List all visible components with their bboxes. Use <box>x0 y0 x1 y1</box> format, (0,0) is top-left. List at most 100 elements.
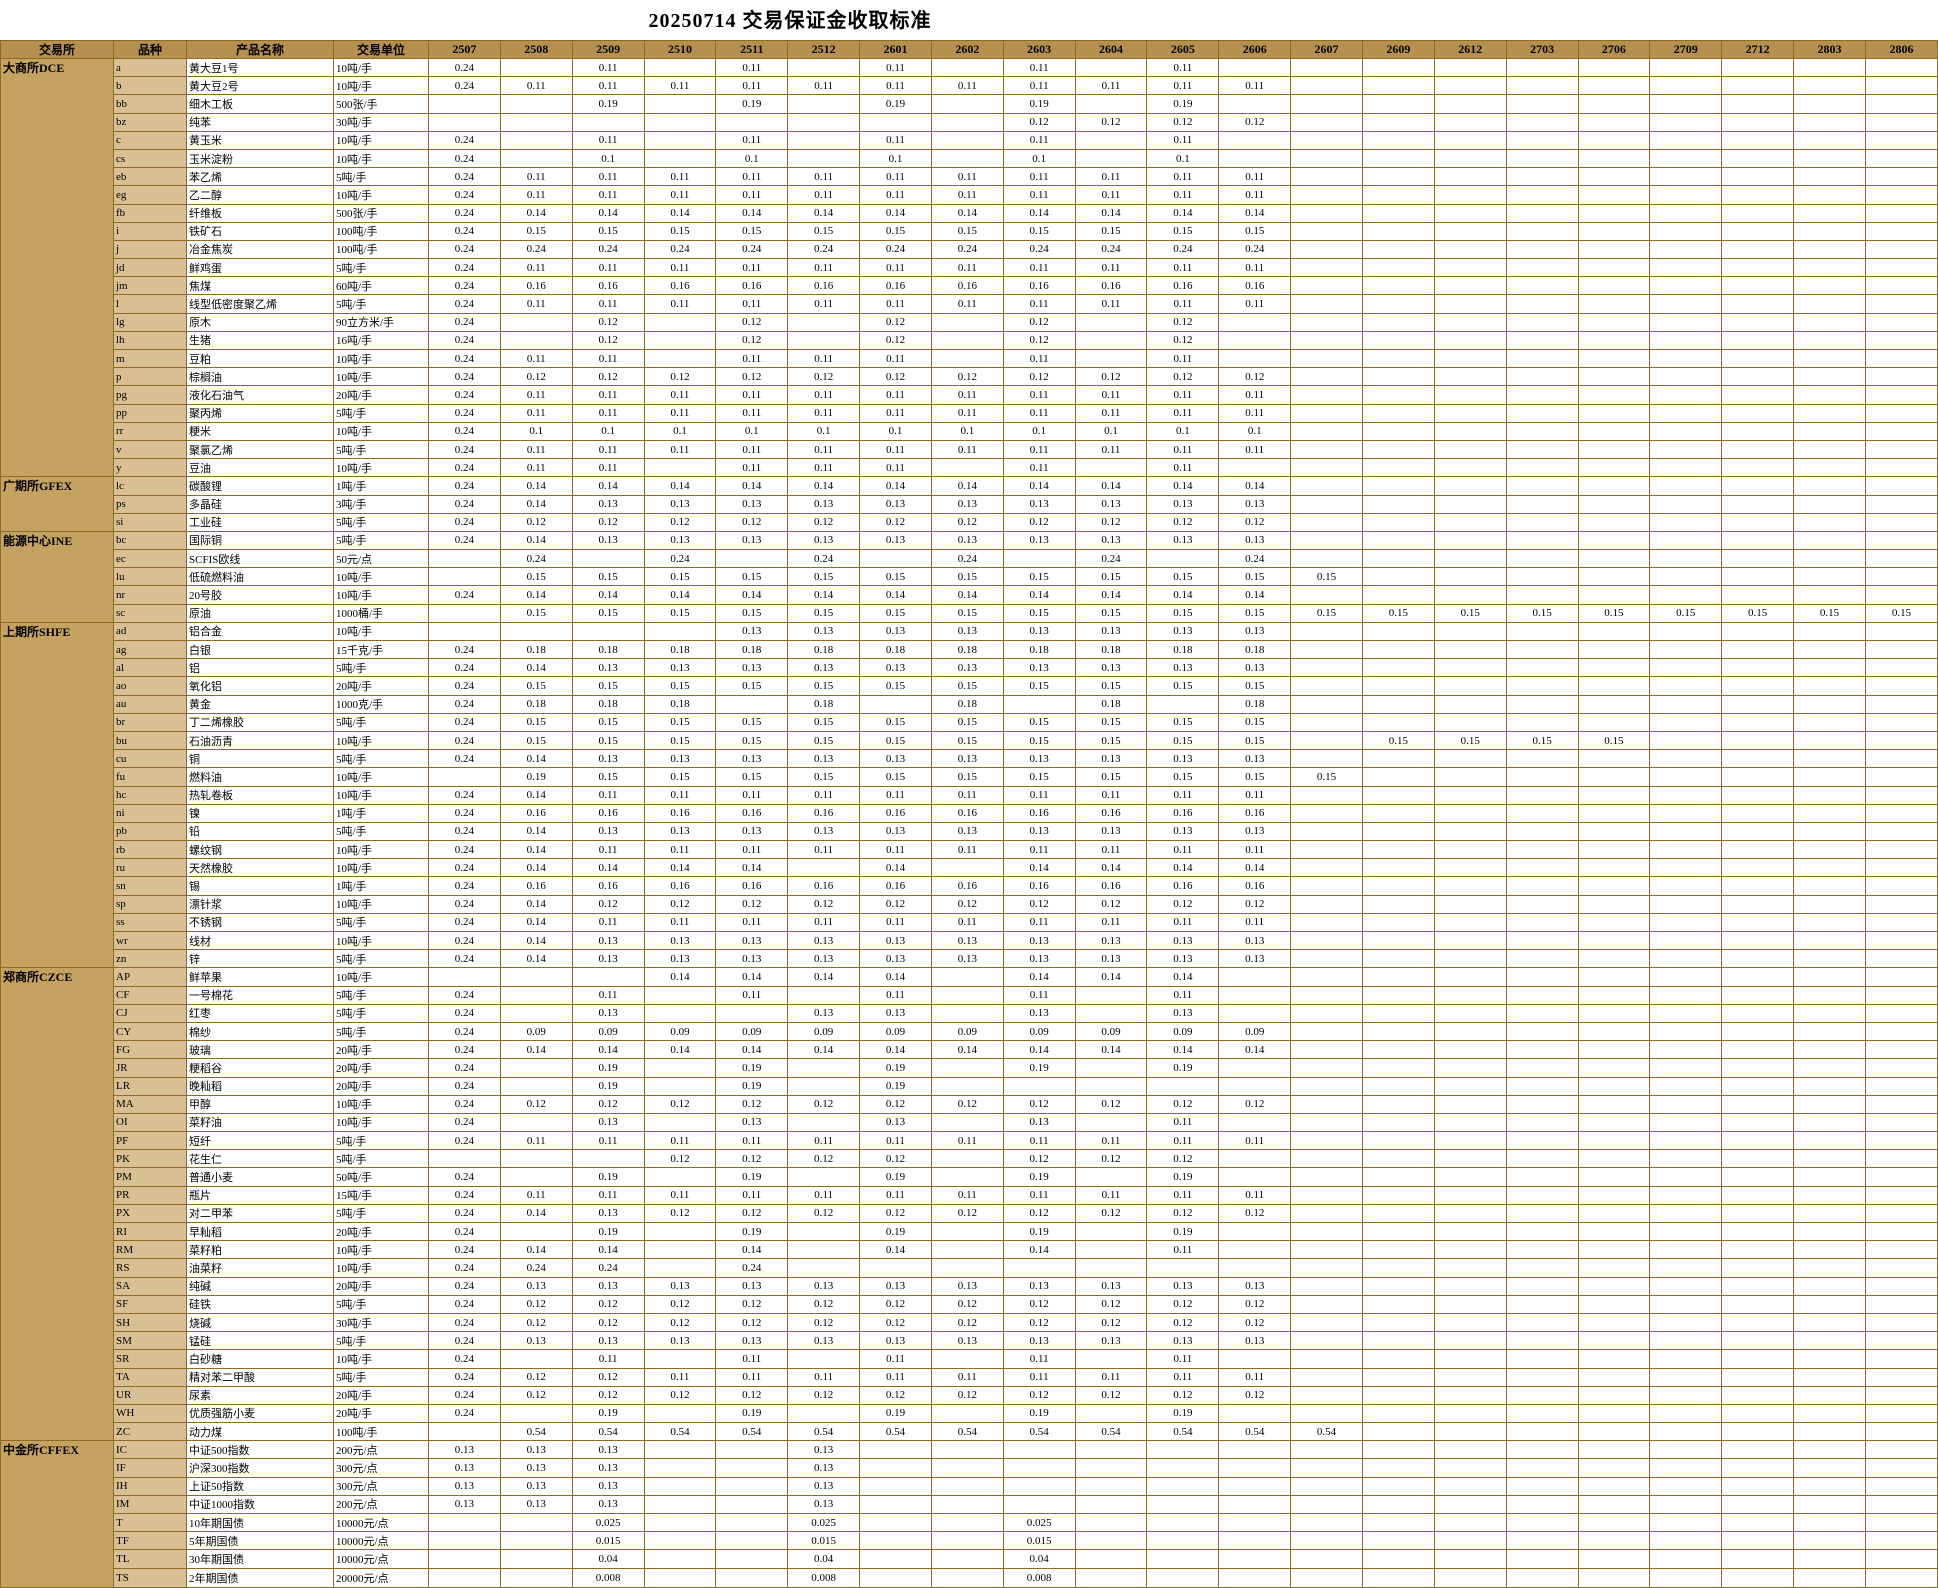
margin-value-cell-IM-2803 <box>1793 1494 1866 1515</box>
variety-code-cell: cs <box>113 148 187 169</box>
margin-value-cell-sc-2511: 0.15 <box>715 603 789 623</box>
margin-value-cell-OI-2703 <box>1505 1112 1579 1133</box>
margin-value-cell-bb-2605: 0.19 <box>1146 94 1220 114</box>
margin-value-cell-PF-2601: 0.11 <box>859 1131 932 1151</box>
margin-value-cell-ss-2606: 0.11 <box>1218 912 1292 933</box>
margin-value-cell-ni-2712 <box>1721 803 1795 823</box>
margin-value-cell-rr-2703 <box>1505 421 1579 441</box>
margin-value-cell-jd-2511: 0.11 <box>715 258 789 278</box>
product-name-cell: 纯苯 <box>186 112 334 132</box>
margin-value-cell-rb-2603: 0.11 <box>1002 840 1076 860</box>
table-row-al: al 铝 5吨/手 0.24 0.14 0.13 0.13 0.13 0.13 0.13 0.13 0… <box>1 658 1938 678</box>
margin-value-cell-b-2806 <box>1864 76 1938 96</box>
product-name-cell: 棉纱 <box>186 1021 334 1042</box>
margin-value-cell-nr-2605: 0.14 <box>1146 585 1220 605</box>
margin-value-cell-pp-2703 <box>1505 403 1579 423</box>
margin-value-cell-ps-2510: 0.13 <box>643 494 717 514</box>
margin-value-cell-T-2605 <box>1146 1512 1220 1533</box>
margin-value-cell-IH-2602 <box>930 1476 1004 1496</box>
margin-value-cell-bc-2509: 0.13 <box>571 530 645 551</box>
product-name-cell: 对二甲苯 <box>186 1203 334 1224</box>
margin-value-cell-bc-2511: 0.13 <box>715 530 789 551</box>
margin-value-cell-FG-2712 <box>1721 1040 1795 1060</box>
trade-unit-cell: 10吨/手 <box>333 785 429 805</box>
table-row-sn: sn 锡 1吨/手 0.24 0.16 0.16 0.16 0.16 0.16 0.16 0.16 0… <box>1 876 1938 896</box>
margin-value-cell-T-2712 <box>1721 1512 1795 1533</box>
margin-value-cell-T-2601 <box>859 1512 932 1533</box>
margin-value-cell-nr-2509: 0.14 <box>571 585 645 605</box>
margin-value-cell-sc-2604: 0.15 <box>1074 603 1148 623</box>
margin-value-cell-rr-2508: 0.1 <box>499 421 573 441</box>
margin-value-cell-ps-2508: 0.14 <box>499 494 573 514</box>
margin-value-cell-PR-2601: 0.11 <box>859 1185 932 1205</box>
margin-value-cell-CJ-2806 <box>1864 1003 1938 1023</box>
margin-value-cell-br-2609 <box>1361 712 1435 732</box>
margin-value-cell-jd-2607 <box>1290 258 1363 278</box>
variety-code-cell: PX <box>113 1203 187 1224</box>
margin-value-cell-SF-2604: 0.12 <box>1074 1294 1148 1314</box>
margin-value-cell-ad-2803 <box>1793 621 1866 642</box>
margin-value-cell-hc-2604: 0.11 <box>1074 785 1148 805</box>
margin-value-cell-y-2602 <box>930 458 1004 478</box>
margin-value-cell-TA-2510: 0.11 <box>643 1367 717 1387</box>
margin-value-cell-c-2612 <box>1433 130 1507 150</box>
margin-value-cell-PK-2806 <box>1864 1149 1938 1169</box>
margin-value-cell-bc-2507: 0.24 <box>428 530 501 551</box>
column-header-exchange: 交易所 <box>0 40 114 59</box>
margin-value-cell-ag-2806 <box>1864 639 1938 660</box>
margin-value-cell-IM-2703 <box>1505 1494 1579 1515</box>
variety-code-cell: TF <box>113 1531 187 1551</box>
product-name-cell: 液化石油气 <box>186 385 334 405</box>
product-name-cell: 中证500指数 <box>186 1440 334 1460</box>
margin-value-cell-jd-2709 <box>1649 258 1723 278</box>
margin-value-cell-c-2509: 0.11 <box>571 130 645 150</box>
margin-value-cell-rr-2706 <box>1577 421 1651 441</box>
variety-code-cell: UR <box>113 1385 187 1405</box>
margin-value-cell-IF-2604 <box>1074 1458 1148 1478</box>
margin-value-cell-fb-2603: 0.14 <box>1002 203 1076 223</box>
margin-value-cell-SA-2703 <box>1505 1276 1579 1296</box>
margin-value-cell-TA-2703 <box>1505 1367 1579 1387</box>
margin-value-cell-au-2609 <box>1361 694 1435 714</box>
margin-value-cell-ni-2606: 0.16 <box>1218 803 1292 823</box>
margin-value-cell-MA-2601: 0.12 <box>859 1094 932 1114</box>
margin-value-cell-i-2512: 0.15 <box>787 221 861 241</box>
variety-code-cell: cu <box>113 749 187 769</box>
margin-value-cell-zn-2507: 0.24 <box>428 949 501 969</box>
margin-value-cell-jd-2507: 0.24 <box>428 258 501 278</box>
margin-value-cell-l-2509: 0.11 <box>571 294 645 314</box>
margin-value-cell-ss-2603: 0.11 <box>1002 912 1076 933</box>
margin-value-cell-TF-2507 <box>428 1531 501 1551</box>
margin-value-cell-RS-2604 <box>1074 1258 1148 1278</box>
margin-value-cell-jm-2606: 0.16 <box>1218 276 1292 296</box>
margin-value-cell-al-2709 <box>1649 658 1723 678</box>
margin-value-cell-wr-2603: 0.13 <box>1002 930 1076 951</box>
variety-code-cell: bz <box>113 112 187 132</box>
margin-value-cell-lh-2603: 0.12 <box>1002 330 1076 351</box>
table-row-lc: 广期所GFEX lc 碳酸锂 1吨/手 0.24 0.14 0.14 0.14 0.14 0.14… <box>0 476 1938 532</box>
margin-value-cell-lh-2507: 0.24 <box>428 330 501 351</box>
margin-value-cell-UR-2605: 0.12 <box>1146 1385 1220 1405</box>
margin-value-cell-nr-2508: 0.14 <box>499 585 573 605</box>
margin-value-cell-SM-2803 <box>1793 1331 1866 1351</box>
margin-value-cell-CJ-2510 <box>643 1003 717 1023</box>
margin-value-cell-pp-2706 <box>1577 403 1651 423</box>
margin-value-cell-cu-2612 <box>1433 749 1507 769</box>
margin-value-cell-PK-2510: 0.12 <box>643 1149 717 1169</box>
margin-value-cell-wr-2507: 0.24 <box>428 930 501 951</box>
margin-value-cell-OI-2607 <box>1290 1112 1363 1133</box>
margin-value-cell-bb-2604 <box>1074 94 1148 114</box>
margin-value-cell-c-2602 <box>930 130 1004 150</box>
margin-value-cell-b-2712 <box>1721 76 1795 96</box>
margin-value-cell-jd-2510: 0.11 <box>643 258 717 278</box>
margin-value-cell-j-2609 <box>1361 239 1435 260</box>
product-name-cell: 中证1000指数 <box>186 1494 334 1515</box>
margin-value-cell-TF-2806 <box>1864 1531 1938 1551</box>
margin-value-cell-FG-2607 <box>1290 1040 1363 1060</box>
margin-value-cell-zn-2612 <box>1433 949 1507 969</box>
margin-value-cell-br-2605: 0.15 <box>1146 712 1220 732</box>
margin-value-cell-rr-2602: 0.1 <box>930 421 1004 441</box>
margin-value-cell-SH-2803 <box>1793 1312 1866 1333</box>
margin-value-cell-ad-2605: 0.13 <box>1146 621 1220 642</box>
margin-value-cell-bu-2508: 0.15 <box>499 730 573 751</box>
